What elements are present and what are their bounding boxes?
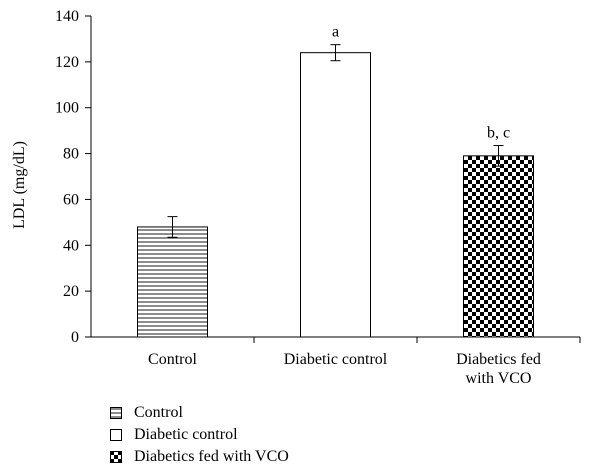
bar-3 (463, 155, 534, 338)
legend-item-control: Control (110, 402, 289, 424)
bar-2 (300, 52, 371, 338)
y-tick-label: 40 (63, 237, 79, 254)
significance-label: b, c (487, 125, 510, 142)
y-tick-label: 100 (55, 100, 79, 117)
y-tick-label: 80 (63, 146, 79, 163)
y-tick-label: 20 (63, 283, 79, 300)
y-axis-label: LDL (mg/dL) (11, 141, 28, 229)
legend-label: Control (134, 404, 183, 421)
legend-label: Diabetics fed with VCO (134, 448, 289, 465)
horizontal-lines-swatch-icon (110, 407, 122, 419)
significance-label: a (332, 24, 339, 41)
legend-label: Diabetic control (134, 426, 238, 443)
y-tick-label: 120 (55, 54, 79, 71)
x-category-label: Diabetic control (284, 351, 388, 368)
legend-item-diabetics-fed-vco: Diabetics fed with VCO (110, 446, 289, 468)
empty-swatch-icon (110, 429, 122, 441)
y-tick-label: 140 (55, 8, 79, 25)
legend: Control Diabetic control Diabetics fed w… (110, 402, 289, 468)
y-tick-label: 60 (63, 191, 79, 208)
bars: a b, c (137, 24, 534, 338)
bar-chart: 0 20 40 60 80 100 120 140 Control Diabetic contr… (11, 8, 581, 387)
x-category-label: Diabetics fed with VCO (456, 351, 541, 387)
x-axis: Control Diabetic control Diabetics fed with… (91, 336, 581, 387)
checker-swatch-icon (110, 451, 122, 463)
legend-item-diabetic-control: Diabetic control (110, 424, 289, 446)
bar-1 (137, 226, 208, 338)
x-category-label: Control (148, 351, 197, 368)
y-axis: 0 20 40 60 80 100 120 140 (55, 8, 92, 346)
y-tick-label: 0 (71, 329, 79, 346)
